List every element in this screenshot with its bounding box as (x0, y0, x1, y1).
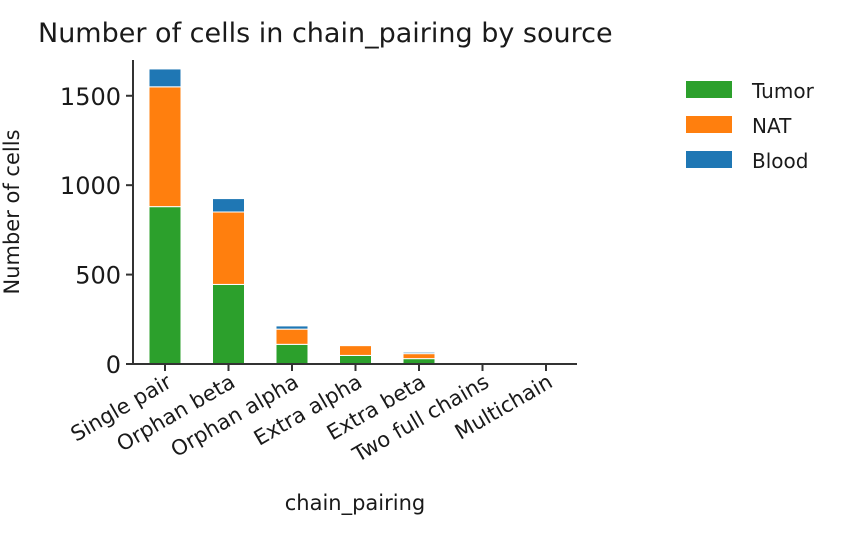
bar-blood-2 (212, 198, 245, 213)
legend-label-nat: NAT (752, 114, 792, 138)
bar-nat-5 (402, 353, 436, 360)
bar-nat-6 (466, 361, 499, 364)
bar-tumor-2 (212, 283, 245, 365)
bar-blood-4 (339, 344, 372, 347)
y-axis-label: Number of cells (0, 129, 24, 294)
y-tick-label: 1000 (60, 172, 121, 200)
chart-title: Number of cells in chain_pairing by sour… (38, 18, 613, 49)
legend-label-blood: Blood (752, 149, 808, 173)
bar-tumor-4 (339, 354, 372, 365)
bar-tumor-3 (275, 343, 309, 365)
bar-nat-7 (529, 361, 563, 364)
bar-nat-4 (339, 345, 372, 356)
legend: Tumor NAT Blood (686, 79, 815, 173)
bar-nat-3 (275, 328, 309, 345)
bar-tumor-1 (148, 206, 182, 365)
legend-swatch-blood (686, 151, 732, 168)
bar-blood-1 (148, 68, 182, 88)
bar-nat-1 (148, 86, 182, 208)
bar-blood-3 (275, 325, 309, 330)
legend-swatch-nat (686, 116, 732, 133)
y-tick-label: 500 (75, 262, 121, 290)
plot-area (148, 68, 563, 365)
y-tick-label: 1500 (60, 83, 121, 111)
bar-blood-5 (402, 351, 436, 355)
y-tick-label: 0 (106, 351, 121, 379)
y-ticks: 0 500 1000 1500 (60, 83, 133, 379)
legend-swatch-tumor (686, 81, 732, 98)
x-axis-label: chain_pairing (285, 491, 426, 516)
bar-nat-2 (212, 211, 245, 285)
legend-label-tumor: Tumor (751, 79, 815, 103)
